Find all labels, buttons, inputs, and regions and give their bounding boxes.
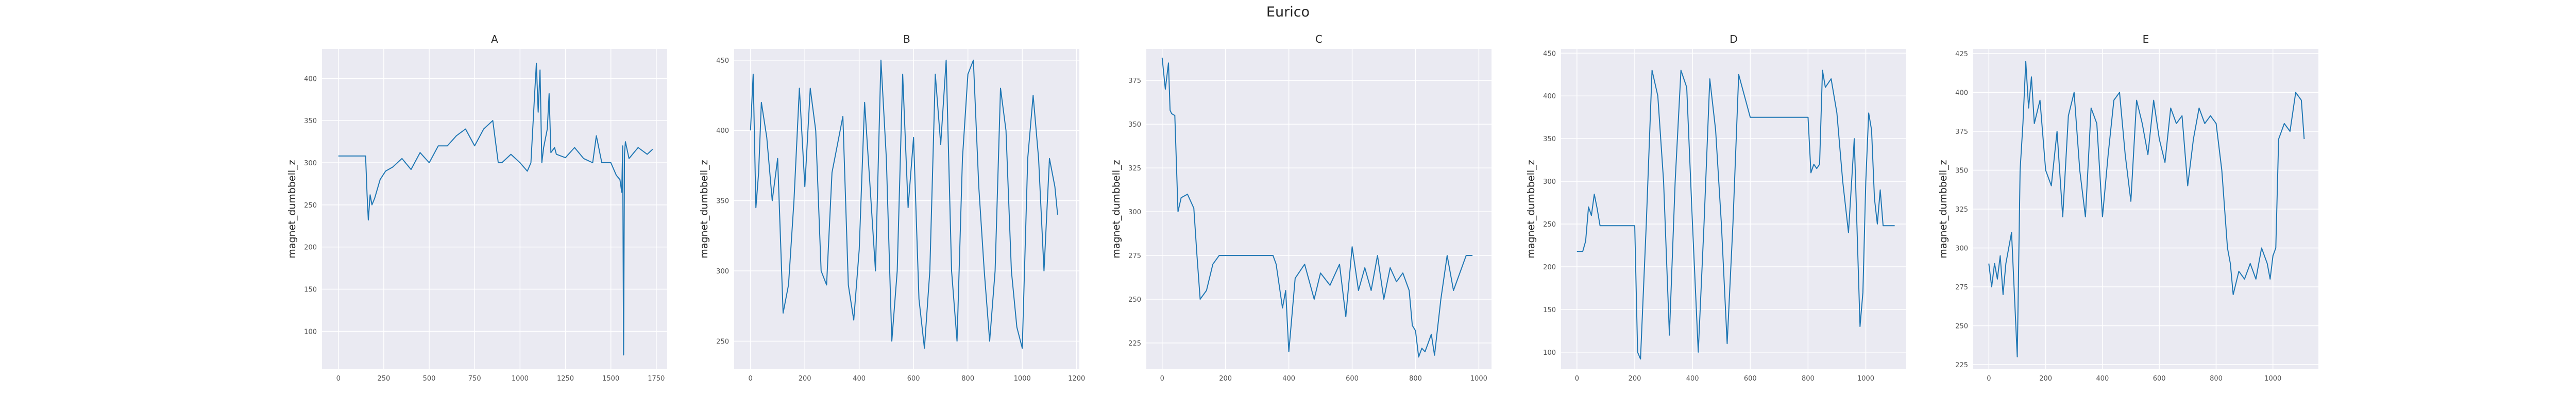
y-tick-label: 325 <box>1955 206 1968 214</box>
x-tick-label: 1250 <box>557 375 574 383</box>
x-tick-label: 0 <box>1575 375 1579 383</box>
x-tick-label: 500 <box>423 375 436 383</box>
subplot-d: 0 200 400 600 800 1000 100 150 200 250 300 350 400 45… <box>1526 33 1906 383</box>
subplot-title-a: A <box>491 33 498 45</box>
y-tick-label: 400 <box>1955 90 1968 97</box>
y-tick-label: 350 <box>716 198 729 205</box>
x-tick-label: 750 <box>468 375 481 383</box>
x-tick-label: 1200 <box>1068 375 1085 383</box>
y-tick-label: 300 <box>1543 178 1556 186</box>
y-axis-label-a: magnet_dumbbell_z <box>286 160 298 258</box>
series-line-b <box>750 59 1058 349</box>
y-tick-label: 450 <box>716 57 729 65</box>
subplot-a: 0 250 500 750 1000 1250 1500 1750 100 150 200 250 30… <box>286 33 667 383</box>
y-tick-label: 325 <box>1128 165 1141 173</box>
x-tick-label: 600 <box>1346 375 1359 383</box>
series-line-d <box>1577 70 1895 360</box>
plot-area-b <box>734 49 1079 369</box>
y-tick-label: 150 <box>304 286 317 294</box>
x-tick-label: 250 <box>377 375 390 383</box>
y-tick-label: 250 <box>304 202 317 210</box>
y-tick-label: 100 <box>304 328 317 336</box>
y-axis-label-c: magnet_dumbbell_z <box>1111 160 1122 258</box>
y-tick-label: 400 <box>304 75 317 83</box>
subplot-title-c: C <box>1315 33 1323 45</box>
y-tick-label: 300 <box>716 268 729 276</box>
y-tick-label: 100 <box>1543 349 1556 357</box>
y-tick-label: 225 <box>1955 362 1968 369</box>
subplot-b: 0 200 400 600 800 1000 1200 250 300 350 400 450 Bmag… <box>699 33 1085 383</box>
figure-title: Eurico <box>1266 4 1310 20</box>
subplot-e: 0 200 400 600 800 1000 225 250 275 300 325 350 375 40… <box>1938 33 2318 383</box>
y-tick-label: 200 <box>304 244 317 252</box>
subplot-title-d: D <box>1730 33 1737 45</box>
plot-area-c <box>1146 49 1492 369</box>
y-tick-label: 350 <box>1128 121 1141 129</box>
x-tick-label: 600 <box>2153 375 2166 383</box>
y-tick-label: 150 <box>1543 306 1556 314</box>
subplot-title-b: B <box>903 33 910 45</box>
x-tick-label: 0 <box>336 375 341 383</box>
y-tick-label: 250 <box>1128 296 1141 304</box>
x-tick-label: 0 <box>1160 375 1164 383</box>
y-tick-label: 375 <box>1955 128 1968 136</box>
x-tick-label: 0 <box>749 375 753 383</box>
x-tick-label: 1000 <box>512 375 529 383</box>
y-tick-label: 400 <box>716 127 729 135</box>
y-tick-label: 350 <box>1543 135 1556 143</box>
x-tick-label: 200 <box>799 375 811 383</box>
plot-area-a <box>322 49 667 369</box>
x-tick-label: 1000 <box>2264 375 2281 383</box>
x-tick-label: 200 <box>2039 375 2052 383</box>
x-tick-label: 200 <box>1629 375 1641 383</box>
subplot-title-e: E <box>2143 33 2149 45</box>
x-tick-label: 400 <box>2096 375 2109 383</box>
y-tick-label: 425 <box>1955 50 1968 58</box>
x-tick-label: 800 <box>2210 375 2223 383</box>
y-axis-label-b: magnet_dumbbell_z <box>699 160 710 258</box>
y-tick-label: 300 <box>1128 209 1141 216</box>
series-line-c <box>1161 57 1473 358</box>
y-tick-label: 450 <box>1543 50 1556 58</box>
x-tick-label: 0 <box>1987 375 1991 383</box>
x-tick-label: 400 <box>1282 375 1295 383</box>
x-tick-label: 800 <box>1802 375 1815 383</box>
series-line-e <box>1988 61 2305 357</box>
x-tick-label: 1000 <box>1470 375 1487 383</box>
x-tick-label: 600 <box>907 375 920 383</box>
y-tick-label: 350 <box>304 117 317 125</box>
y-tick-label: 200 <box>1543 264 1556 271</box>
x-tick-label: 800 <box>1409 375 1422 383</box>
y-tick-label: 250 <box>1955 322 1968 330</box>
y-tick-label: 275 <box>1128 252 1141 260</box>
y-axis-label-e: magnet_dumbbell_z <box>1938 160 1949 258</box>
x-tick-label: 1000 <box>1014 375 1031 383</box>
series-line-a <box>338 62 653 356</box>
y-tick-label: 350 <box>1955 167 1968 175</box>
x-tick-label: 400 <box>1686 375 1699 383</box>
y-tick-label: 250 <box>716 338 729 346</box>
x-tick-label: 200 <box>1219 375 1232 383</box>
x-tick-label: 1500 <box>602 375 619 383</box>
x-tick-label: 800 <box>961 375 974 383</box>
y-tick-label: 300 <box>1955 245 1968 252</box>
y-tick-label: 250 <box>1543 221 1556 229</box>
y-tick-label: 400 <box>1543 93 1556 100</box>
y-tick-label: 375 <box>1128 77 1141 85</box>
x-tick-label: 1000 <box>1857 375 1874 383</box>
y-tick-label: 300 <box>304 160 317 167</box>
y-tick-label: 225 <box>1128 340 1141 348</box>
x-tick-label: 400 <box>853 375 866 383</box>
y-tick-label: 275 <box>1955 284 1968 291</box>
subplot-c: 0 200 400 600 800 1000 225 250 275 300 325 350 375 Cm… <box>1111 33 1492 383</box>
x-tick-label: 1750 <box>648 375 665 383</box>
y-axis-label-d: magnet_dumbbell_z <box>1526 160 1537 258</box>
x-tick-label: 600 <box>1744 375 1757 383</box>
